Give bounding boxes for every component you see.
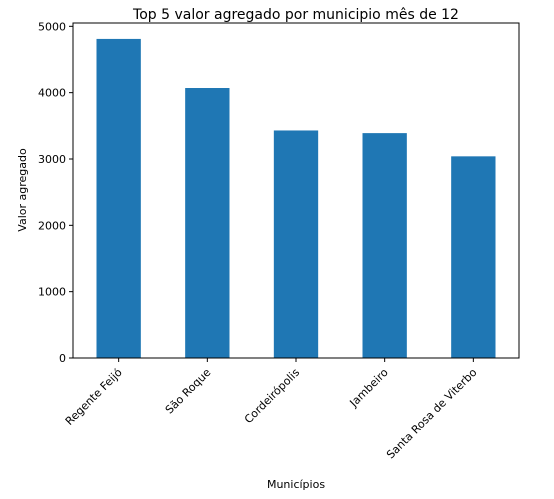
y-tick-label: 1000 (38, 286, 66, 299)
bar (185, 88, 230, 359)
chart-title: Top 5 valor agregado por municipio mês d… (132, 7, 459, 23)
y-tick-label: 3000 (38, 153, 66, 166)
bar (273, 130, 319, 358)
y-tick-label: 0 (59, 352, 66, 365)
y-axis-label: Valor agregado (16, 148, 29, 232)
x-tick-label: São Roque (163, 366, 214, 417)
y-tick-label: 4000 (38, 87, 66, 100)
y-tick-label: 5000 (38, 20, 66, 33)
bar (362, 133, 407, 358)
bar (96, 38, 141, 359)
x-tick-label: Regente Feijó (63, 366, 125, 428)
x-tick-label: Jambeiro (347, 366, 391, 410)
x-tick-label: Cordeirópolis (242, 366, 302, 426)
y-tick-label: 2000 (38, 219, 66, 232)
x-tick-label: Santa Rosa de Viterbo (384, 366, 480, 462)
bar (451, 156, 496, 358)
bars-group (96, 38, 496, 359)
y-axis: 0 1000 2000 3000 4000 5000 (38, 20, 73, 365)
x-axis: Regente Feijó São Roque Cordeirópolis Jambe… (63, 358, 480, 461)
x-axis-label: Municípios (267, 478, 325, 491)
